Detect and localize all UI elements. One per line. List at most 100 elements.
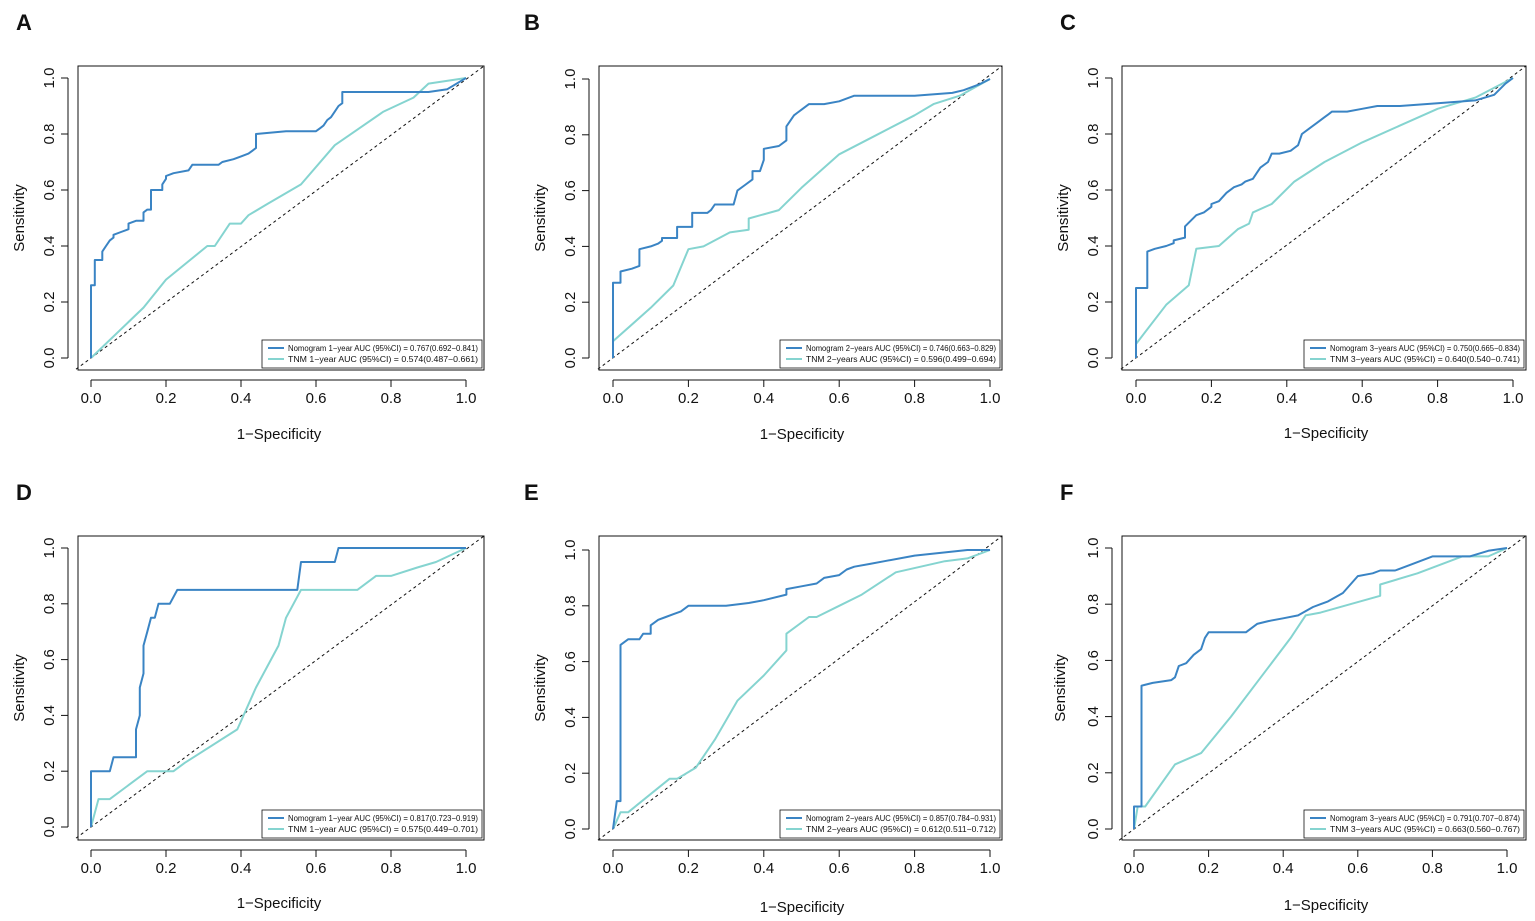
- x-tick-label: 0.8: [1427, 390, 1448, 407]
- legend-box: [779, 339, 1001, 369]
- y-tick-label: 0.6: [41, 649, 58, 670]
- x-tick-label: 0.4: [231, 860, 252, 877]
- y-tick-label: 0.8: [562, 595, 579, 616]
- x-tick-label: 1.0: [980, 860, 1001, 877]
- legend-entry: Nomogram 3−years AUC (95%CI) = 0.750(0.6…: [1330, 344, 1520, 353]
- y-tick-label: 0.0: [1085, 348, 1102, 369]
- legend-box: [261, 809, 483, 839]
- y-tick-label: 1.0: [562, 69, 579, 90]
- x-tick-label: 0.6: [1347, 860, 1368, 877]
- x-axis-title: 1−Specificity: [1284, 897, 1369, 914]
- x-tick-label: 0.6: [1352, 390, 1373, 407]
- legend-box: [779, 809, 1001, 839]
- legend: Nomogram 1−year AUC (95%CI) = 0.817(0.72…: [261, 809, 483, 839]
- legend-entry: TNM 3−years AUC (95%CI) = 0.663(0.560−0.…: [1330, 825, 1520, 834]
- y-tick-label: 0.4: [1085, 706, 1102, 727]
- y-tick-label: 0.0: [41, 817, 58, 838]
- x-axis-title: 1−Specificity: [760, 899, 845, 916]
- roc-panel-e: E 0.0 0.2 0.4 0.6 0.8 1.0 0.0 0.2 0.4 0.6 0.8 1.0 1−S…: [524, 480, 1003, 916]
- y-axis-title: Sensitivity: [532, 654, 549, 722]
- legend: Nomogram 3−years AUC (95%CI) = 0.750(0.6…: [1303, 339, 1525, 369]
- x-tick-label: 0.4: [753, 390, 774, 407]
- y-tick-label: 0.4: [562, 236, 579, 257]
- y-tick-label: 1.0: [562, 540, 579, 561]
- y-tick-label: 0.6: [562, 180, 579, 201]
- y-tick-label: 0.6: [1085, 650, 1102, 671]
- plot-frame: [598, 535, 1003, 841]
- y-tick-label: 0.2: [562, 292, 579, 313]
- y-tick-label: 0.6: [1085, 180, 1102, 201]
- x-tick-label: 0.8: [904, 390, 925, 407]
- legend-entry: TNM 1−year AUC (95%CI) = 0.574(0.487−0.6…: [288, 355, 478, 364]
- x-tick-label: 0.2: [678, 860, 699, 877]
- y-tick-label: 0.4: [41, 236, 58, 257]
- roc-panel-f: F 0.0 0.2 0.4 0.6 0.8 1.0 0.0 0.2 0.4 0.6 0.8 1.0 1−S…: [1052, 480, 1527, 914]
- tnm-roc-line: [90, 77, 467, 359]
- reference-diagonal: [1120, 65, 1527, 370]
- nomogram-roc-line: [90, 77, 467, 358]
- reference-diagonal: [597, 535, 1003, 841]
- legend-box: [1303, 339, 1525, 369]
- y-tick-label: 0.8: [562, 124, 579, 145]
- panel-label: C: [1060, 10, 1076, 35]
- legend-entry: Nomogram 2−years AUC (95%CI) = 0.857(0.7…: [806, 814, 996, 823]
- roc-panel-c: C 0.0 0.2 0.4 0.6 0.8 1.0 0.0 0.2 0.4 0.6 0.8 1.0 1−S…: [1055, 10, 1527, 442]
- x-tick-label: 0.8: [1422, 860, 1443, 877]
- y-tick-label: 0.2: [1085, 762, 1102, 783]
- y-tick-label: 0.0: [41, 348, 58, 369]
- y-tick-label: 0.8: [41, 593, 58, 614]
- x-tick-label: 0.6: [829, 390, 850, 407]
- panel-label: E: [524, 480, 539, 505]
- y-tick-label: 0.2: [562, 763, 579, 784]
- x-tick-label: 1.0: [1497, 860, 1518, 877]
- roc-panel-d: D 0.0 0.2 0.4 0.6 0.8 1.0 0.0 0.2 0.4 0.6 0.8 1.0 1−S…: [11, 480, 485, 912]
- y-tick-label: 1.0: [41, 68, 58, 89]
- x-tick-label: 0.8: [381, 860, 402, 877]
- nomogram-roc-line: [90, 547, 466, 827]
- x-tick-label: 0.2: [1198, 860, 1219, 877]
- y-tick-label: 0.8: [41, 124, 58, 145]
- y-tick-label: 0.4: [562, 707, 579, 728]
- x-tick-label: 0.2: [1201, 390, 1222, 407]
- legend: Nomogram 3−years AUC (95%CI) = 0.791(0.7…: [1303, 809, 1525, 839]
- x-tick-label: 0.4: [1273, 860, 1294, 877]
- panel-label: B: [524, 10, 540, 35]
- y-tick-label: 0.0: [1085, 819, 1102, 840]
- nomogram-roc-line: [1133, 547, 1508, 829]
- legend-entry: TNM 2−years AUC (95%CI) = 0.596(0.499−0.…: [806, 355, 996, 364]
- legend: Nomogram 2−years AUC (95%CI) = 0.857(0.7…: [779, 809, 1001, 839]
- y-axis-title: Sensitivity: [1055, 184, 1072, 252]
- legend: Nomogram 1−year AUC (95%CI) = 0.767(0.69…: [261, 339, 483, 369]
- legend-entry: TNM 1−year AUC (95%CI) = 0.575(0.449−0.7…: [288, 825, 478, 834]
- x-axis-title: 1−Specificity: [760, 426, 845, 443]
- plot-frame: [598, 65, 1003, 371]
- x-axis-title: 1−Specificity: [237, 895, 322, 912]
- plot-frame: [77, 65, 485, 371]
- roc-panel-b: B 0.0 0.2 0.4 0.6 0.8 1.0 0.0 0.2 0.4 0.6 0.8 1.0 1−S…: [524, 10, 1003, 443]
- x-tick-label: 1.0: [1503, 390, 1524, 407]
- x-tick-label: 0.2: [156, 860, 177, 877]
- x-tick-label: 0.0: [81, 390, 102, 407]
- panel-label: F: [1060, 480, 1073, 505]
- x-tick-label: 0.8: [381, 390, 402, 407]
- x-tick-label: 0.0: [603, 390, 624, 407]
- y-tick-label: 0.4: [41, 705, 58, 726]
- panel-label: A: [16, 10, 32, 35]
- nomogram-roc-line: [1135, 77, 1514, 358]
- y-tick-label: 0.6: [41, 180, 58, 201]
- x-tick-label: 0.6: [306, 860, 327, 877]
- legend-entry: Nomogram 2−years AUC (95%CI) = 0.746(0.6…: [806, 344, 996, 353]
- y-tick-label: 0.0: [562, 819, 579, 840]
- y-tick-label: 1.0: [41, 538, 58, 559]
- y-axis-title: Sensitivity: [11, 654, 28, 722]
- x-tick-label: 0.0: [603, 860, 624, 877]
- legend: Nomogram 2−years AUC (95%CI) = 0.746(0.6…: [779, 339, 1001, 369]
- legend-box: [261, 339, 483, 369]
- tnm-roc-line: [90, 547, 467, 828]
- tnm-roc-line: [1135, 77, 1514, 345]
- x-tick-label: 1.0: [980, 390, 1001, 407]
- legend-entry: Nomogram 3−years AUC (95%CI) = 0.791(0.7…: [1330, 814, 1520, 823]
- legend-entry: Nomogram 1−year AUC (95%CI) = 0.767(0.69…: [288, 344, 478, 353]
- x-tick-label: 0.6: [829, 860, 850, 877]
